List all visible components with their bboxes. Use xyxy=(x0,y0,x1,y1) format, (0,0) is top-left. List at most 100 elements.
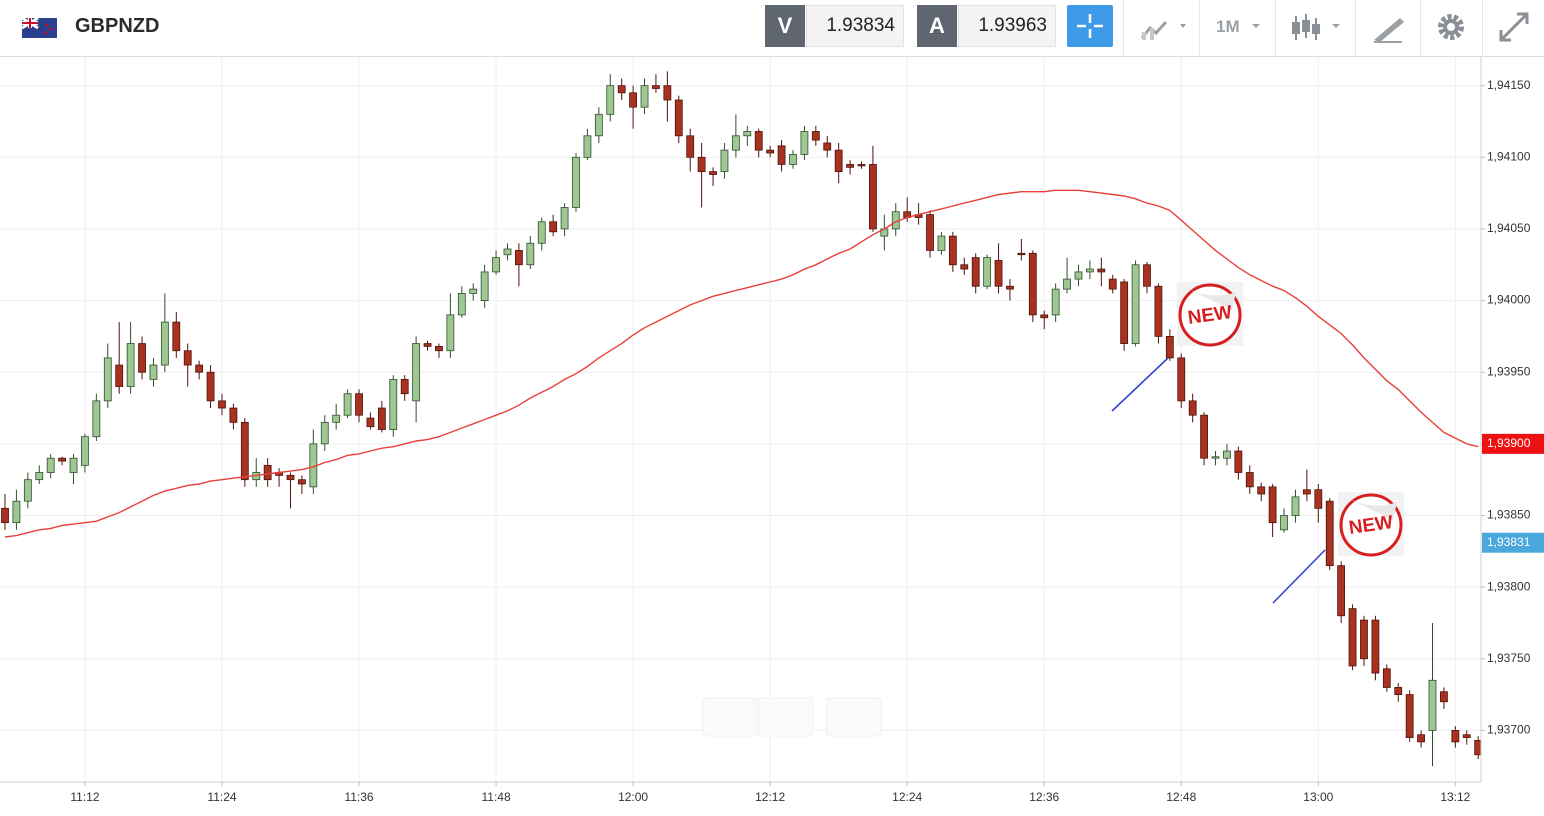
candle-body xyxy=(560,207,569,230)
x-tick-label: 11:48 xyxy=(481,790,510,804)
candle-body xyxy=(1451,730,1460,743)
candle-body xyxy=(1428,679,1437,731)
candle-body xyxy=(1040,314,1049,319)
candle-body xyxy=(23,479,32,502)
candle-body xyxy=(1302,489,1311,495)
sell-label[interactable]: V xyxy=(765,5,805,47)
candle-body xyxy=(1257,486,1266,495)
candle-body xyxy=(435,346,443,352)
candle-body xyxy=(1234,450,1243,473)
price-marker xyxy=(1482,433,1544,454)
y-tick-label: 1,93700 xyxy=(1487,723,1531,737)
candle-body xyxy=(846,164,854,168)
candle-body xyxy=(686,135,695,158)
buy-price[interactable]: 1.93963 xyxy=(958,5,1056,47)
candle-body xyxy=(183,350,192,366)
candle-body xyxy=(138,343,146,373)
candle-body xyxy=(869,164,877,230)
price-marker-label: 1,93831 xyxy=(1487,535,1531,549)
candle-body xyxy=(480,271,489,301)
candle-body xyxy=(1017,252,1026,256)
candle-body xyxy=(1291,496,1300,516)
candle-body xyxy=(355,393,363,416)
candle-body xyxy=(594,113,603,137)
timeframe-button[interactable] xyxy=(1199,0,1276,56)
candle-body xyxy=(58,457,66,462)
candle-body xyxy=(1440,691,1448,703)
symbol: GBPNZD xyxy=(75,15,160,37)
candle-button[interactable] xyxy=(1275,0,1356,56)
candle-body xyxy=(172,321,181,352)
candle-body xyxy=(960,264,969,270)
timeframe[interactable]: 1M xyxy=(1216,17,1240,36)
candle-body xyxy=(1462,734,1471,738)
candle-body xyxy=(697,156,706,173)
candle-body xyxy=(606,85,615,115)
nav-button[interactable] xyxy=(825,697,882,737)
candle-body xyxy=(572,156,580,208)
candle-body xyxy=(1200,414,1208,459)
y-tick-label: 1,94050 xyxy=(1487,221,1531,235)
candle-body xyxy=(617,85,626,94)
sell-price[interactable]: 1.93834 xyxy=(806,5,904,47)
candle-body xyxy=(720,149,729,173)
candle-body xyxy=(709,171,717,175)
candle-body xyxy=(1337,565,1346,617)
y-tick-label: 1,93850 xyxy=(1487,508,1531,522)
moving-average xyxy=(4,189,1479,538)
candle-body xyxy=(811,131,820,141)
candle-body xyxy=(948,235,957,266)
draw-button[interactable] xyxy=(1355,0,1421,56)
fullscreen-button[interactable] xyxy=(1482,0,1544,56)
new-badge: NEW xyxy=(1338,492,1404,557)
candle-body xyxy=(1165,335,1174,359)
candle-body xyxy=(1211,456,1220,459)
candle-body xyxy=(263,464,272,481)
x-tick-label: 13:00 xyxy=(1303,790,1333,804)
candle-body xyxy=(1417,734,1425,743)
price-marker-label: 1,93900 xyxy=(1487,436,1531,450)
candle-body xyxy=(1188,400,1197,416)
candle-body xyxy=(206,371,215,402)
candle-body xyxy=(926,214,934,251)
candle-body xyxy=(1405,694,1414,738)
candle-body xyxy=(1006,285,1014,290)
candle-body xyxy=(218,400,226,409)
x-tick-label: 12:36 xyxy=(1029,790,1059,804)
candle-body xyxy=(1314,489,1323,509)
candle-body xyxy=(423,343,432,347)
nav-button[interactable] xyxy=(757,697,814,737)
new-badge: NEW xyxy=(1177,282,1243,347)
candle-body xyxy=(35,472,44,481)
candle-body xyxy=(583,135,592,158)
crosshair-button[interactable] xyxy=(1067,5,1113,47)
settings-button[interactable] xyxy=(1420,0,1483,56)
candle-body xyxy=(515,250,523,266)
x-tick-label: 11:36 xyxy=(344,790,373,804)
candle-body xyxy=(286,474,295,481)
candle-body xyxy=(800,131,809,155)
candle-body xyxy=(1051,288,1060,316)
x-tick-label: 12:12 xyxy=(755,790,785,804)
candle-body xyxy=(400,378,409,395)
buy-label[interactable]: A xyxy=(917,5,957,47)
candle-body xyxy=(389,378,398,430)
candle-body xyxy=(1108,278,1117,290)
candle-body xyxy=(983,257,992,287)
candle-body xyxy=(537,221,546,244)
candle-body xyxy=(92,400,101,438)
y-tick-label: 1,94000 xyxy=(1487,293,1531,307)
candle-body xyxy=(149,364,158,380)
candle-body xyxy=(320,421,329,445)
grid xyxy=(0,57,1481,782)
candle-body xyxy=(834,149,843,173)
nav-button[interactable] xyxy=(702,697,759,737)
candle-body xyxy=(229,407,238,423)
x-tick-label: 12:24 xyxy=(892,790,922,804)
chart-type-button[interactable] xyxy=(1123,0,1200,56)
candle-body xyxy=(240,421,249,481)
candle-body xyxy=(549,221,558,233)
y-tick-label: 1,93950 xyxy=(1487,364,1531,378)
candle-body xyxy=(1028,252,1037,316)
